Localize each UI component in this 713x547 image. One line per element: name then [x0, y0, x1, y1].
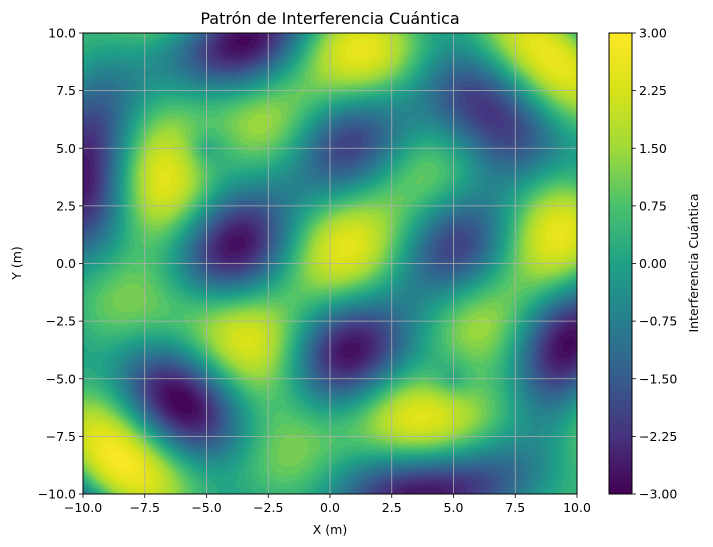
colorbar-axis: 3.00 2.25 1.50 0.75 0.00 −0.75 −1.50 −2.25 −3.00 [632, 26, 677, 502]
y-tick-label: −7.5 [46, 429, 76, 444]
chart-title: Patrón de Interferencia Cuántica [200, 9, 459, 28]
colorbar-tick-label: 0.75 [639, 198, 667, 213]
x-tick-label: −7.5 [130, 500, 160, 515]
colorbar-label: Interferencia Cuántica [686, 193, 701, 332]
x-tick-label: 0.0 [320, 500, 340, 515]
x-tick-label: −2.5 [253, 500, 283, 515]
colorbar-tick-label: −3.00 [639, 487, 677, 502]
colorbar-tick-label: 1.50 [639, 141, 667, 156]
x-axis-label: X (m) [313, 522, 347, 537]
y-tick-label: 2.5 [56, 198, 76, 213]
x-tick-label: −5.0 [191, 500, 221, 515]
y-tick-label: 5.0 [56, 141, 76, 156]
y-tick-label: 7.5 [56, 83, 76, 98]
y-axis: 10.0 7.5 5.0 2.5 0.0 −2.5 −5.0 −7.5 −10.0 [38, 26, 83, 502]
x-tick-label: 5.0 [444, 500, 464, 515]
colorbar-tick-label: 3.00 [639, 26, 667, 41]
x-tick-label: 10.0 [563, 500, 591, 515]
x-tick-label: −10.0 [64, 500, 102, 515]
y-tick-label: 0.0 [56, 256, 76, 271]
y-tick-label: −10.0 [38, 487, 76, 502]
y-tick-label: −2.5 [46, 314, 76, 329]
colorbar-tick-label: 0.00 [639, 256, 667, 271]
x-axis: −10.0 −7.5 −5.0 −2.5 0.0 2.5 5.0 7.5 10.0 [64, 494, 591, 515]
y-axis-label: Y (m) [9, 246, 24, 281]
colorbar-tick-label: −1.50 [639, 371, 677, 386]
colorbar-tick-label: −2.25 [639, 429, 677, 444]
x-tick-label: 7.5 [505, 500, 525, 515]
colorbar-tick-label: −0.75 [639, 314, 677, 329]
y-tick-label: 10.0 [48, 26, 76, 41]
colorbar [608, 32, 633, 495]
colorbar-tick-label: 2.25 [639, 83, 667, 98]
x-tick-label: 2.5 [382, 500, 402, 515]
y-tick-label: −5.0 [46, 371, 76, 386]
